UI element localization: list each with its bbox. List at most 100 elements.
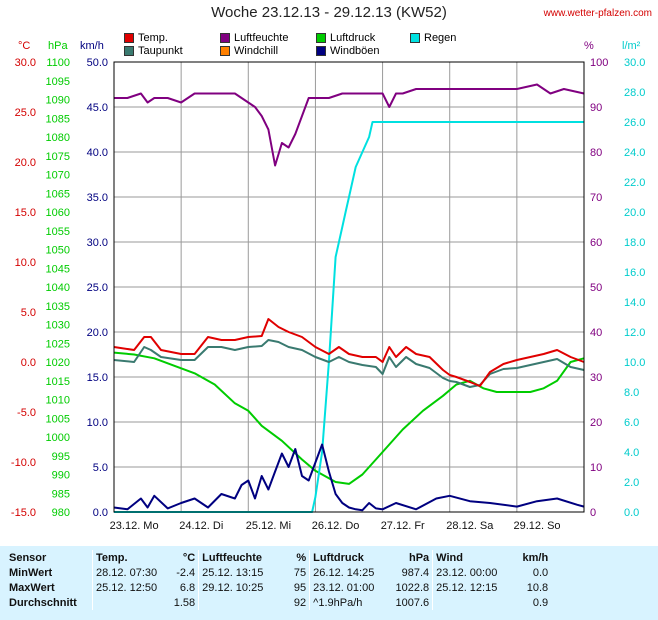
pressure-tick-label: 1010 xyxy=(46,395,70,407)
table-header: °C xyxy=(182,551,196,564)
table-header: hPa xyxy=(408,551,430,564)
wind-tick-label: 50.0 xyxy=(87,57,108,69)
wind-tick-label: 10.0 xyxy=(87,417,108,429)
rain-tick-label: 0.0 xyxy=(624,507,639,519)
pressure-tick-label: 1000 xyxy=(46,432,70,444)
table-header: Wind xyxy=(432,550,508,565)
wind-tick-label: 45.0 xyxy=(87,102,108,114)
humidity-tick-label: 50 xyxy=(590,282,602,294)
x-tick-label: 26.12. Do xyxy=(312,520,360,532)
table-cell: 92 xyxy=(293,596,307,609)
chart-grid xyxy=(113,61,585,513)
pressure-tick-label: 1095 xyxy=(46,76,70,88)
table-cell: 23.12. 01:00 xyxy=(309,580,393,595)
legend-temp: Temp. xyxy=(124,32,168,44)
table-cell xyxy=(198,595,286,610)
series-line-luftdruck xyxy=(113,351,585,485)
table-cell: 1022.8 xyxy=(395,581,430,594)
table-cell: 0.9 xyxy=(532,596,549,609)
pressure-tick-label: 1030 xyxy=(46,320,70,332)
statistics-table: Sensor Temp. °C Luftfeuchte % Luftdruck … xyxy=(0,546,658,620)
pressure-tick-label: 1060 xyxy=(46,207,70,219)
pressure-tick-label: 1020 xyxy=(46,357,70,369)
legend-label: Taupunkt xyxy=(138,45,183,57)
rain-tick-label: 22.0 xyxy=(624,177,645,189)
legend-swatch xyxy=(220,33,230,44)
temp-tick-label: 25.0 xyxy=(15,107,36,119)
table-cell: 25.12. 12:50 xyxy=(92,580,161,595)
temp-tick-label: -10.0 xyxy=(11,457,36,469)
humidity-tick-label: 80 xyxy=(590,147,602,159)
rain-tick-label: 30.0 xyxy=(624,57,645,69)
pressure-tick-label: 980 xyxy=(52,507,70,519)
table-cell: MinWert xyxy=(9,566,53,579)
legend-windchill: Windchill xyxy=(220,45,278,57)
humidity-tick-label: 20 xyxy=(590,417,602,429)
wind-axis-unit: km/h xyxy=(80,40,104,52)
humidity-tick-label: 40 xyxy=(590,327,602,339)
x-tick-label: 27.12. Fr xyxy=(381,520,425,532)
legend-swatch xyxy=(316,33,326,44)
table-cell: 0.0 xyxy=(532,566,549,579)
pressure-tick-label: 1040 xyxy=(46,282,70,294)
rain-tick-label: 10.0 xyxy=(624,357,645,369)
site-url[interactable]: www.wetter-pfalzen.com xyxy=(543,8,652,19)
table-cell: MaxWert xyxy=(9,581,55,594)
series-line-windben xyxy=(113,443,585,512)
rain-tick-label: 12.0 xyxy=(624,327,645,339)
temp-tick-label: 0.0 xyxy=(21,357,36,369)
table-cell: 1.58 xyxy=(173,596,196,609)
wind-tick-label: 25.0 xyxy=(87,282,108,294)
table-cell: ^1.9hPa/h xyxy=(309,595,393,610)
series-line-temp xyxy=(113,318,585,387)
pressure-tick-label: 1090 xyxy=(46,95,70,107)
series-line-regen xyxy=(114,121,584,513)
pressure-tick-label: 1015 xyxy=(46,376,70,388)
legend-swatch xyxy=(124,33,134,44)
plot-frame xyxy=(113,61,585,513)
table-cell: 23.12. 00:00 xyxy=(432,565,508,580)
pressure-tick-label: 1065 xyxy=(46,188,70,200)
legend-pressure: Luftdruck xyxy=(316,32,375,44)
table-cell: 987.4 xyxy=(401,566,430,579)
rain-tick-label: 14.0 xyxy=(624,297,645,309)
legend-label: Windchill xyxy=(234,45,279,57)
temp-tick-label: 5.0 xyxy=(21,307,36,319)
humidity-tick-label: 70 xyxy=(590,192,602,204)
table-cell: 26.12. 14:25 xyxy=(309,565,393,580)
pressure-tick-label: 1075 xyxy=(46,151,70,163)
rain-tick-label: 24.0 xyxy=(624,147,645,159)
x-tick-label: 29.12. So xyxy=(513,520,560,532)
table-cell: 6.8 xyxy=(179,581,196,594)
table-cell: 1007.6 xyxy=(395,596,430,609)
pressure-axis-unit: hPa xyxy=(48,40,68,52)
rain-tick-label: 4.0 xyxy=(624,447,639,459)
pressure-tick-label: 1055 xyxy=(46,226,70,238)
legend-label: Windböen xyxy=(330,45,380,57)
chart-svg: 23.12. Mo 24.12. Di 25.12. Mi 26.12. Do 27.1… xyxy=(11,57,646,532)
pressure-tick-label: 1050 xyxy=(46,245,70,257)
rain-axis-unit: l/m² xyxy=(622,40,641,52)
temp-tick-label: -15.0 xyxy=(11,507,36,519)
rain-tick-label: 8.0 xyxy=(624,387,639,399)
series-line-taupunkt xyxy=(113,339,585,388)
legend-swatch xyxy=(316,46,326,57)
x-tick-label: 23.12. Mo xyxy=(110,520,159,532)
legend-humidity: Luftfeuchte xyxy=(220,32,288,44)
table-cell: -2.4 xyxy=(176,566,196,579)
rain-tick-label: 28.0 xyxy=(624,87,645,99)
rain-tick-label: 18.0 xyxy=(624,237,645,249)
legend-label: Luftfeuchte xyxy=(234,32,289,44)
chart-series xyxy=(113,83,585,513)
table-row: MaxWert 25.12. 12:50 6.8 29.12. 10:25 95… xyxy=(6,580,551,595)
x-tick-label: 25.12. Mi xyxy=(246,520,291,532)
table-cell: 25.12. 12:15 xyxy=(432,580,508,595)
temp-tick-label: 10.0 xyxy=(15,257,36,269)
legend-rain: Regen xyxy=(410,32,456,44)
pressure-tick-label: 1035 xyxy=(46,301,70,313)
table-cell xyxy=(92,595,161,610)
pressure-tick-label: 1005 xyxy=(46,413,70,425)
table-header: % xyxy=(296,551,307,564)
x-tick-label: 28.12. Sa xyxy=(446,520,494,532)
table-header: km/h xyxy=(522,551,549,564)
